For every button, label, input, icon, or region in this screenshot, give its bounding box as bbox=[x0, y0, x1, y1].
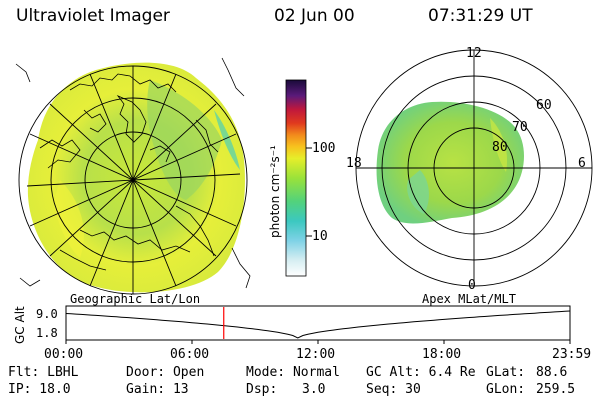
track-y-top: 9.0 bbox=[36, 307, 58, 321]
mlat-label-80: 80 bbox=[492, 140, 508, 155]
track-tick-2: 12:00 bbox=[296, 347, 336, 362]
colorbar-unit-label: photon cm⁻²s⁻¹ bbox=[268, 145, 282, 238]
info-glat-value: 88.6 bbox=[536, 365, 568, 380]
info-gain: Gain: 13 bbox=[126, 382, 189, 397]
mlat-label-70: 70 bbox=[512, 120, 528, 135]
mlat-label-60: 60 bbox=[536, 98, 552, 113]
colorbar bbox=[285, 79, 312, 277]
geographic-label: Geographic Lat/Lon bbox=[70, 292, 201, 306]
track-tick-4: 23:59 bbox=[552, 347, 592, 362]
info-glon-label: GLon: bbox=[486, 382, 526, 397]
info-seq: Seq: 30 bbox=[366, 382, 421, 397]
track-axis-label: GC Alt bbox=[13, 306, 27, 344]
track-tick-0: 00:00 bbox=[44, 347, 84, 362]
track-tick-1: 06:00 bbox=[170, 347, 210, 362]
app-title: Ultraviolet Imager bbox=[16, 6, 170, 26]
mlt-label-0: 0 bbox=[468, 278, 476, 293]
info-ip: IP: 18.0 bbox=[8, 382, 71, 397]
info-mode: Mode: Normal bbox=[246, 365, 340, 380]
info-flt: Flt: LBHL bbox=[8, 365, 79, 380]
time-readout: 07:31:29 UT bbox=[428, 6, 533, 26]
info-glat-label: GLat: bbox=[486, 365, 526, 380]
mlt-label-6: 6 bbox=[578, 156, 586, 171]
polar-plot bbox=[355, 49, 593, 287]
info-door: Door: Open bbox=[126, 365, 205, 380]
colorbar-tick-10: 10 bbox=[312, 229, 328, 244]
date-readout: 02 Jun 00 bbox=[274, 6, 355, 26]
info-gc-alt: GC Alt: 6.4 Re bbox=[366, 365, 476, 380]
mlt-label-18: 18 bbox=[346, 156, 362, 171]
apex-label: Apex MLat/MLT bbox=[422, 292, 516, 306]
mlt-label-12: 12 bbox=[466, 46, 482, 61]
info-dsp-label: Dsp: bbox=[246, 382, 278, 397]
colorbar-tick-100: 100 bbox=[312, 141, 336, 156]
track-y-bottom: 1.8 bbox=[36, 326, 58, 340]
info-dsp-value: 3.0 bbox=[302, 382, 326, 397]
altitude-track bbox=[65, 305, 571, 344]
geographic-image bbox=[15, 57, 251, 295]
track-tick-3: 18:00 bbox=[422, 347, 462, 362]
info-glon-value: 259.5 bbox=[536, 382, 576, 397]
